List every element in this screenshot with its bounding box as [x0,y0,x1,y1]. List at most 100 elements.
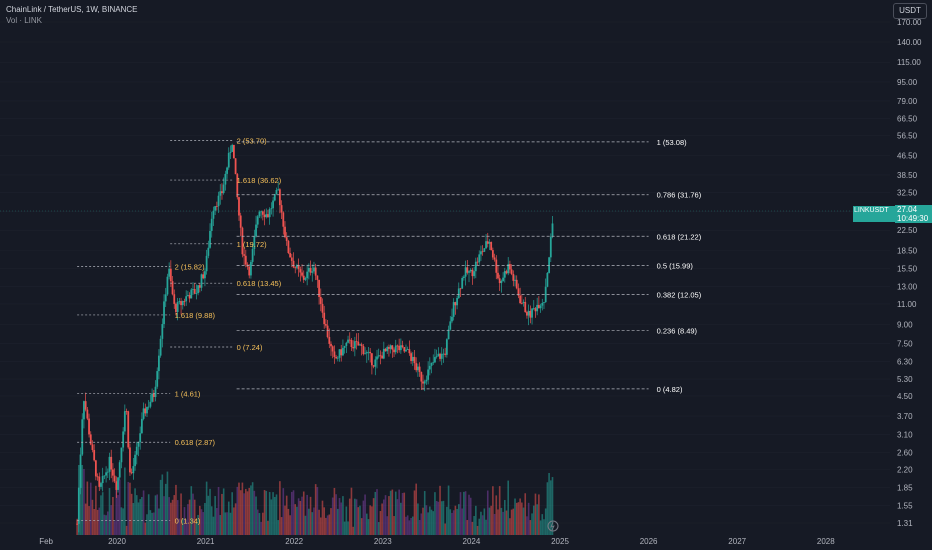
x-tick-label: 2022 [285,537,303,546]
volume-bar [89,482,92,535]
volume-bar [427,512,429,535]
candle-body [428,365,431,370]
candle-body [342,347,344,356]
candle-body [323,312,326,325]
volume-bar [393,516,395,535]
volume-bar [120,507,123,535]
candle-body [132,466,135,474]
volume-bar [287,508,290,535]
volume-bar [478,518,481,535]
volume-bar [423,491,426,535]
volume-bar [367,519,370,535]
volume-bar [86,481,89,535]
volume-bar [158,508,160,535]
candle-body [299,269,302,273]
volume-bar [229,512,232,535]
candle-body [292,260,295,268]
candle-body [362,346,365,355]
volume-bar [135,495,138,535]
volume-bar [386,516,389,535]
volume-bar [282,488,285,535]
candle-body [166,276,169,295]
candle-body [222,184,225,194]
currency-button[interactable]: USDT [893,3,927,19]
volume-bar [521,502,523,535]
volume-bar [241,482,244,535]
candle-body [268,209,271,218]
candle-body [277,189,280,191]
volume-bar [473,515,475,535]
volume-bar [384,495,387,535]
candle-body [447,329,450,340]
volume-bar [500,507,503,535]
volume-bar [190,486,193,535]
candle-body [425,379,428,382]
volume-bar [76,519,78,535]
candle-body [207,247,210,256]
candle-body [330,343,332,347]
volume-bar [372,498,375,535]
volume-bar [515,502,518,535]
price-axis[interactable]: 170.00 140.00 115.00 95.00 79.00 66.50 56.50 46… [897,18,922,528]
x-tick-label: 2024 [463,537,481,546]
volume-bar [415,483,417,535]
candle-body [159,338,162,356]
volume-bar [144,522,147,535]
volume-bar [292,490,295,535]
candle-body [226,167,228,174]
volume-bar [442,500,445,535]
candle-body [510,269,513,274]
candle-body [509,264,511,270]
y-tick-label: 2.20 [897,466,913,475]
volume-bar [308,508,310,535]
volume-bar [277,520,279,535]
candle-body [229,151,232,153]
time-axis[interactable]: Feb 2020 2021 2022 2023 2024 2025 2026 2027 2028 [39,537,835,546]
candle-body [461,277,464,289]
volume-bar [394,491,397,535]
volume-bar [485,519,487,535]
volume-bar [325,517,327,535]
candle-body [227,152,230,168]
candle-body [348,339,351,341]
volume-bar [333,487,336,535]
y-tick-label: 5.30 [897,375,913,384]
volume-bar [253,490,256,535]
fib-label: 0.618 (13.45) [237,279,282,288]
candle-body [219,191,222,196]
volume-bar [480,511,482,535]
volume-bar [185,519,187,535]
candle-body [261,211,264,215]
y-tick-label: 170.00 [897,18,922,27]
volume-bar [164,483,167,535]
volume-bar [420,513,423,535]
candle-body [399,345,402,351]
candle-body [253,236,256,250]
candle-body [118,462,121,478]
volume-bar [522,507,525,535]
replay-icon[interactable] [547,520,559,532]
x-tick-label: 2026 [640,537,658,546]
candle-body [333,351,336,357]
volume-bar [299,500,302,535]
candle-body [101,476,104,484]
volume-bar [498,486,501,535]
volume-bar [464,491,467,535]
volume-bar [362,500,365,535]
candle-body [386,347,389,352]
volume-bar [301,496,303,535]
candle-body [434,357,436,363]
candle-body [347,339,349,343]
volume-bar [224,512,227,535]
volume-bar [125,525,128,535]
volume-label[interactable]: Vol · LINK [6,16,43,25]
volume-bar [239,490,242,535]
symbol-title[interactable]: ChainLink / TetherUS, 1W, BINANCE [6,5,138,14]
volume-bar [243,493,245,535]
candle-body [205,255,208,272]
candle-body [238,197,240,216]
volume-bar [546,482,549,535]
candle-body [396,345,399,347]
volume-bar [83,468,85,535]
